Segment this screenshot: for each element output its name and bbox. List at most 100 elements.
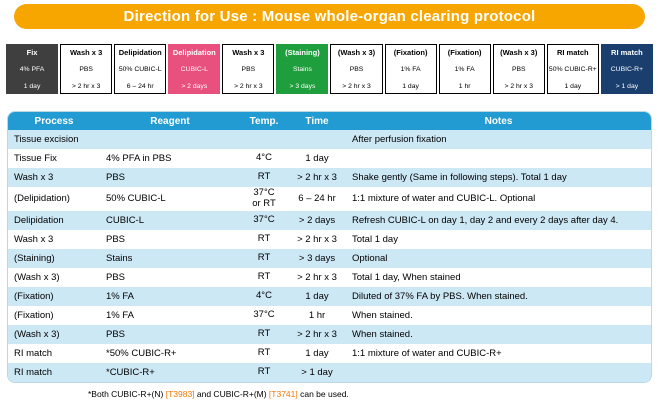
header-notes: Notes bbox=[346, 112, 651, 130]
step-name: Fix bbox=[26, 48, 38, 57]
cell-temp: 37°C or RT bbox=[252, 187, 276, 209]
cell-notes bbox=[346, 149, 651, 168]
cell-reagent bbox=[100, 130, 240, 149]
step-reagent: PBS bbox=[349, 66, 364, 74]
cell-temp: RT bbox=[257, 232, 271, 244]
cell-reagent: 1% FA bbox=[106, 290, 134, 302]
flow-step-wash-3: (Wash x 3) PBS > 2 hr x 3 bbox=[330, 44, 383, 94]
footnote-text: *Both CUBIC-R+(N) bbox=[88, 388, 166, 399]
step-name: Delipidation bbox=[118, 48, 162, 57]
flow-step-wash-2: Wash x 3 PBS > 2 hr x 3 bbox=[222, 44, 275, 94]
cell-time: > 3 days bbox=[298, 252, 336, 264]
cell-temp: RT bbox=[257, 365, 271, 377]
cell-process: (Delipidation) bbox=[14, 193, 70, 205]
cell-reagent: PBS bbox=[106, 328, 126, 340]
cell-notes: 1:1 mixture of water and CUBIC-L. Option… bbox=[352, 193, 536, 205]
cell-process: (Wash x 3) bbox=[14, 271, 60, 283]
table-header-row: Process Reagent Temp. Time Notes bbox=[8, 112, 651, 130]
step-time: > 2 days bbox=[181, 82, 208, 90]
catalog-link-t3741[interactable]: [T3741] bbox=[268, 388, 298, 399]
cell-reagent: PBS bbox=[106, 271, 126, 283]
flow-step-delipidation: Delipidation CUBIC-L > 2 days bbox=[168, 44, 221, 94]
flow-step-wash-1: Wash x 3 PBS > 2 hr x 3 bbox=[60, 44, 113, 94]
cell-process: Wash x 3 bbox=[14, 172, 54, 183]
step-name: Wash x 3 bbox=[70, 48, 103, 57]
cell-reagent: PBS bbox=[106, 233, 126, 245]
cell-notes: 1:1 mixture of water and CUBIC-R+ bbox=[352, 347, 502, 359]
cell-process: Delipidation bbox=[14, 214, 64, 226]
cell-reagent: *CUBIC-R+ bbox=[106, 366, 155, 378]
cell-reagent: Stains bbox=[106, 252, 133, 264]
cell-notes: When stained. bbox=[352, 309, 413, 321]
cell-time: > 2 hr x 3 bbox=[297, 271, 337, 283]
step-reagent: PBS bbox=[241, 66, 256, 74]
table-row: Delipidation CUBIC-L 37°C > 2 days Refre… bbox=[8, 210, 651, 230]
page-title: Direction for Use : Mouse whole-organ cl… bbox=[123, 8, 536, 25]
flow-step-staining: (Staining) Stains > 3 days bbox=[276, 44, 329, 94]
catalog-link-t3983[interactable]: [T3983] bbox=[165, 388, 195, 399]
cell-time bbox=[288, 130, 346, 149]
cell-notes: When stained. bbox=[352, 328, 413, 340]
step-name: (Fixation) bbox=[447, 48, 482, 57]
cell-temp: RT bbox=[257, 270, 271, 282]
table-row: Tissue excision After perfusion fixation bbox=[8, 130, 651, 149]
cell-time: 1 day bbox=[305, 153, 329, 164]
cell-temp: 37°C bbox=[253, 213, 275, 225]
cell-reagent: PBS bbox=[106, 172, 126, 183]
table-row: Tissue Fix 4% PFA in PBS 4°C 1 day bbox=[8, 149, 651, 168]
footnote: *Both CUBIC-R+(N) [T3983] and CUBIC-R+(M… bbox=[88, 389, 659, 399]
step-time: > 3 days bbox=[289, 82, 316, 90]
cell-process: (Wash x 3) bbox=[14, 328, 60, 340]
cell-process: Tissue Fix bbox=[14, 153, 57, 164]
cell-process: (Staining) bbox=[14, 252, 55, 264]
step-reagent: 50% CUBIC-R+ bbox=[548, 66, 597, 74]
cell-notes: Total 1 day, When stained bbox=[352, 271, 461, 283]
cell-temp: RT bbox=[257, 251, 271, 263]
step-time: 1 day bbox=[23, 82, 41, 90]
step-reagent: Stains bbox=[292, 66, 312, 74]
cell-time: 1 day bbox=[305, 347, 329, 359]
cell-reagent: 50% CUBIC-L bbox=[106, 193, 166, 205]
table-row: Wash x 3 PBS RT > 2 hr x 3 Shake gently … bbox=[8, 168, 651, 187]
header-time: Time bbox=[288, 112, 346, 130]
step-reagent: CUBIC-L bbox=[180, 66, 208, 74]
table-row: (Wash x 3) PBS RT > 2 hr x 3 When staine… bbox=[8, 324, 651, 344]
step-time: > 2 hr x 3 bbox=[504, 82, 533, 90]
step-name: (Staining) bbox=[285, 48, 320, 57]
footnote-text: and CUBIC-R+(M) bbox=[194, 388, 269, 399]
cell-reagent: 4% PFA in PBS bbox=[106, 153, 172, 164]
cell-temp: 4°C bbox=[256, 152, 272, 164]
cell-temp: RT bbox=[257, 171, 271, 183]
cell-notes: Total 1 day bbox=[352, 233, 398, 245]
footnote-text: can be used. bbox=[297, 388, 349, 399]
cell-notes: Refresh CUBIC-L on day 1, day 2 and ever… bbox=[352, 214, 619, 226]
step-name: (Wash x 3) bbox=[337, 48, 376, 57]
step-time: > 1 day bbox=[615, 82, 639, 90]
table-row: (Fixation) 1% FA 4°C 1 day Diluted of 37… bbox=[8, 286, 651, 306]
cell-notes bbox=[346, 363, 651, 382]
cell-notes: After perfusion fixation bbox=[352, 134, 447, 145]
cell-temp: 37°C bbox=[253, 308, 275, 320]
step-time: 1 day bbox=[402, 82, 419, 90]
cell-reagent: *50% CUBIC-R+ bbox=[106, 347, 177, 359]
cell-temp bbox=[240, 130, 288, 149]
flow-step-ri-match-1: RI match 50% CUBIC-R+ 1 day bbox=[546, 44, 599, 94]
step-time: > 2 hr x 3 bbox=[234, 82, 263, 90]
cell-time: 1 hr bbox=[308, 309, 326, 321]
cell-time: > 2 hr x 3 bbox=[297, 328, 337, 340]
cell-process: (Fixation) bbox=[14, 290, 54, 302]
cell-reagent: CUBIC-L bbox=[106, 214, 145, 226]
cell-time: 1 day bbox=[305, 290, 329, 302]
cell-process: RI match bbox=[14, 347, 53, 359]
cell-temp: RT bbox=[257, 346, 271, 358]
flow-step-delipidation-optional: Delipidation 50% CUBIC-L 6 – 24 hr bbox=[114, 44, 167, 94]
step-name: Delipidation bbox=[172, 48, 216, 57]
table-row: RI match *50% CUBIC-R+ RT 1 day 1:1 mixt… bbox=[8, 343, 651, 363]
step-reagent: PBS bbox=[511, 66, 526, 74]
step-reagent: 50% CUBIC-L bbox=[118, 66, 162, 74]
table-row: Wash x 3 PBS RT > 2 hr x 3 Total 1 day bbox=[8, 229, 651, 249]
cell-time: > 2 days bbox=[298, 214, 336, 226]
step-reagent: 1% FA bbox=[400, 66, 421, 74]
cell-time: > 2 hr x 3 bbox=[297, 172, 337, 183]
cell-process: (Fixation) bbox=[14, 309, 54, 321]
